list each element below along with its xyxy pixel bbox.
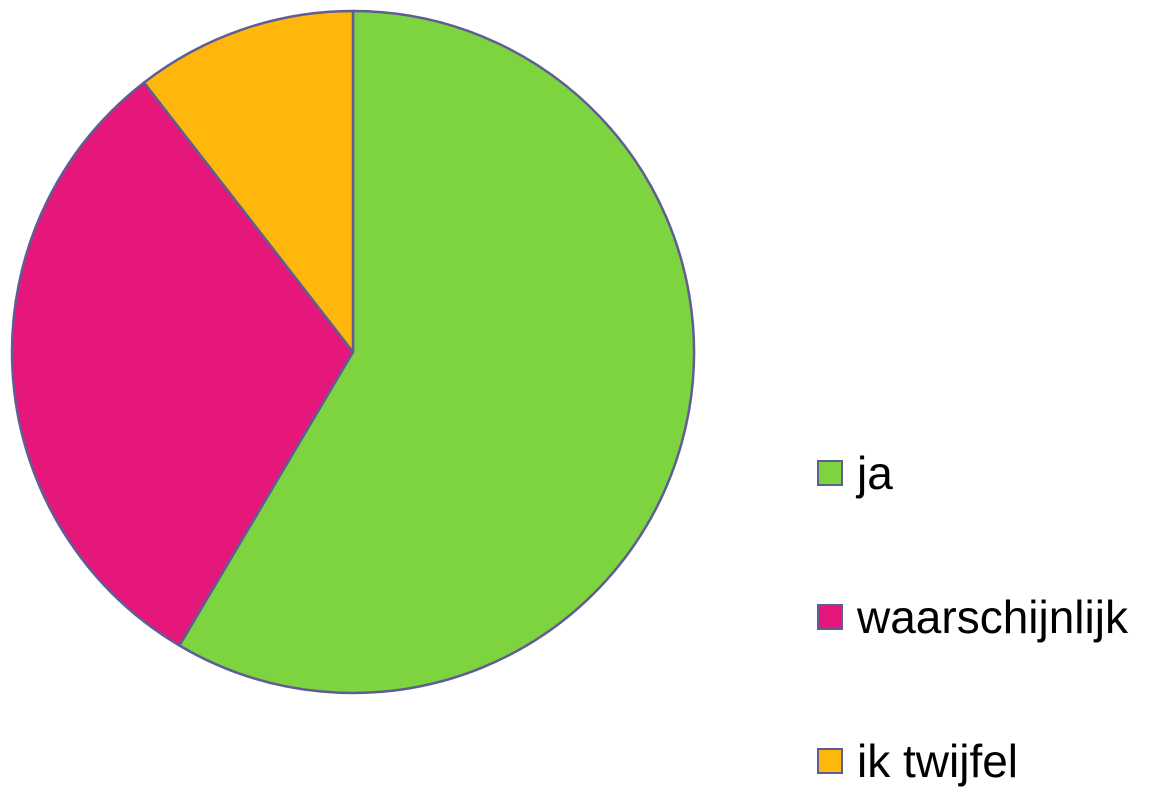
legend-item-ja: ja — [817, 438, 893, 508]
legend-item-waarschijnlijk: waarschijnlijk — [817, 582, 1128, 652]
pie-slices — [10, 9, 696, 695]
pie-slice-ik-twijfel — [142, 9, 355, 354]
legend-label-ik-twijfel: ik twijfel — [857, 735, 1019, 787]
legend-swatch-waarschijnlijk — [817, 604, 843, 630]
legend-label-ja: ja — [857, 447, 893, 499]
legend-swatch-ja — [817, 460, 843, 486]
pie-slice-ja — [178, 9, 696, 695]
pie-slice-waarschijnlijk — [10, 81, 355, 647]
legend-item-ik-twijfel: ik twijfel — [817, 726, 1018, 796]
legend-label-waarschijnlijk: waarschijnlijk — [857, 591, 1128, 643]
legend-swatch-ik-twijfel — [817, 748, 843, 774]
pie-chart — [10, 9, 696, 695]
